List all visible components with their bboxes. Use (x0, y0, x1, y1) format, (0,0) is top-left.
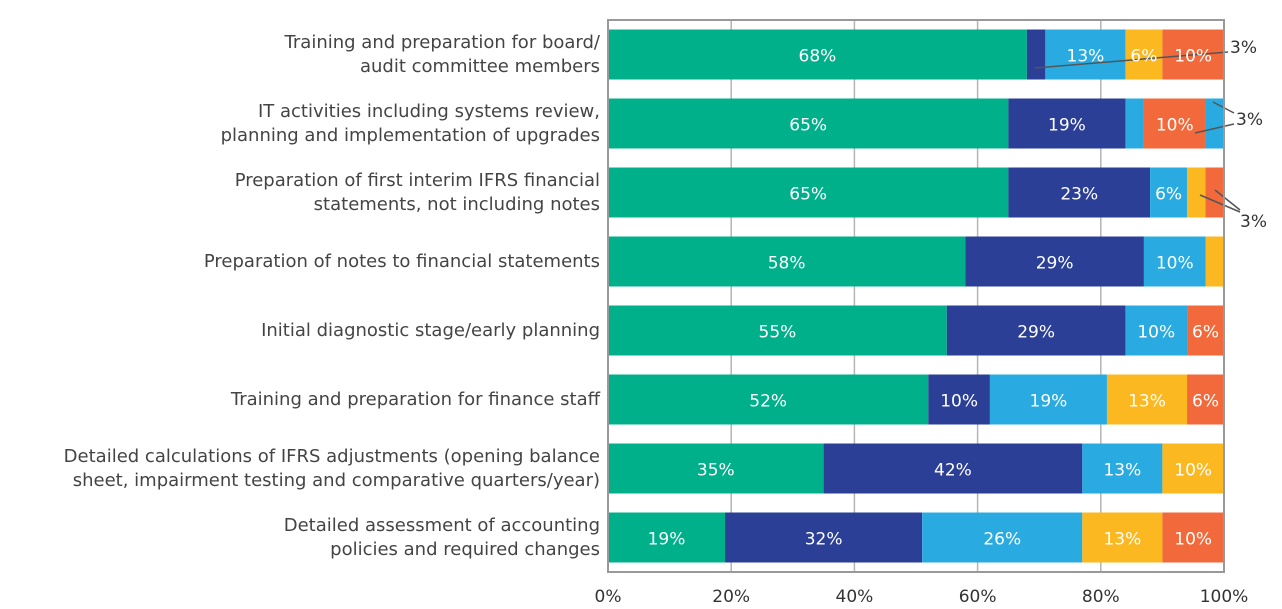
leader-line (1194, 123, 1235, 134)
bar-segment (922, 512, 1083, 563)
x-tick-label: 80% (1082, 587, 1120, 607)
category-label: Detailed calculations of IFRS adjustment… (63, 445, 600, 491)
bar-segment (1205, 98, 1224, 149)
bar-segment (1045, 29, 1126, 80)
bar-segment (1082, 512, 1163, 563)
category-label: IT activities including systems review, … (220, 100, 600, 146)
category-label: Preparation of notes to financial statem… (203, 250, 600, 272)
bar-segment (965, 236, 1144, 287)
data-label: 10% (1156, 116, 1194, 136)
data-label: 42% (934, 461, 972, 481)
bar-segment (1205, 236, 1224, 287)
annotation: 3% (1240, 212, 1267, 232)
category-label: Initial diagnostic stage/early planning (261, 319, 600, 341)
data-label: 10% (940, 392, 978, 412)
bar-segment (608, 443, 824, 494)
bar-segment (1026, 29, 1046, 80)
category-label: Training and preparation for board/ audi… (284, 31, 600, 77)
bar-segment (1187, 374, 1224, 425)
data-label: 23% (1060, 185, 1098, 205)
data-label: 19% (1030, 392, 1068, 412)
annotation: 3% (1236, 110, 1263, 130)
bar-segment (1106, 374, 1188, 425)
x-tick-label: 0% (595, 587, 622, 607)
bar-segment (608, 29, 1027, 80)
x-tick-label: 20% (712, 587, 750, 607)
bar-segment (725, 512, 923, 563)
data-label: 10% (1174, 530, 1212, 550)
bar-segment (1143, 98, 1206, 149)
bar-segment (1125, 98, 1144, 149)
data-label: 13% (1103, 461, 1141, 481)
bar-segment (608, 512, 726, 563)
data-label: 65% (789, 116, 827, 136)
bar-segment (989, 374, 1107, 425)
bar-segment (1162, 512, 1224, 563)
annotation: 3% (1230, 38, 1257, 58)
bar-segment (608, 167, 1009, 218)
bar-segment (823, 443, 1083, 494)
data-label: 26% (983, 530, 1021, 550)
data-label: 35% (697, 461, 735, 481)
data-label: 29% (1017, 323, 1055, 343)
bars (607, 20, 1225, 572)
category-label: Detailed assessment of accounting polici… (283, 514, 600, 560)
data-label: 6% (1192, 392, 1219, 412)
category-label: Preparation of first interim IFRS financ… (234, 169, 600, 215)
data-label: 68% (799, 47, 837, 67)
bar-segment (1143, 236, 1206, 287)
bar-segment (946, 305, 1126, 356)
data-label: 6% (1155, 185, 1182, 205)
data-label: 19% (648, 530, 686, 550)
bar-segment (1162, 443, 1224, 494)
data-label: 52% (749, 392, 787, 412)
data-label: 29% (1036, 254, 1074, 274)
data-label: 10% (1174, 47, 1212, 67)
bar-segment (608, 374, 929, 425)
data-label: 10% (1156, 254, 1194, 274)
x-tick-label: 100% (1200, 587, 1249, 607)
bar-segment (1125, 29, 1163, 80)
data-label: 19% (1048, 116, 1086, 136)
data-label: 13% (1103, 530, 1141, 550)
data-label: 32% (805, 530, 843, 550)
data-label: 6% (1130, 47, 1157, 67)
x-tick-label: 40% (836, 587, 874, 607)
bar-segment (1082, 443, 1163, 494)
bar-segment (1205, 167, 1224, 218)
data-label: 58% (768, 254, 806, 274)
bar-segment (928, 374, 990, 425)
bar-segment (1187, 167, 1206, 218)
bar-segment (1008, 98, 1126, 149)
bar-segment (608, 98, 1009, 149)
data-label: 55% (759, 323, 797, 343)
x-tick-label: 60% (959, 587, 997, 607)
data-label: 10% (1137, 323, 1175, 343)
data-label: 6% (1192, 323, 1219, 343)
leader-line (1214, 189, 1241, 211)
leader-line (1199, 194, 1241, 213)
bar-segment (1008, 167, 1151, 218)
bar-segment (1125, 305, 1188, 356)
data-label: 65% (789, 185, 827, 205)
data-label: 10% (1174, 461, 1212, 481)
bar-segment (1150, 167, 1188, 218)
category-label: Training and preparation for finance sta… (230, 388, 600, 410)
data-label: 13% (1128, 392, 1166, 412)
bar-segment (608, 236, 966, 287)
bar-segment (608, 305, 947, 356)
data-label: 13% (1067, 47, 1105, 67)
bar-segment (1187, 305, 1224, 356)
plot-frame (607, 19, 1225, 573)
leader-line (1034, 51, 1229, 69)
